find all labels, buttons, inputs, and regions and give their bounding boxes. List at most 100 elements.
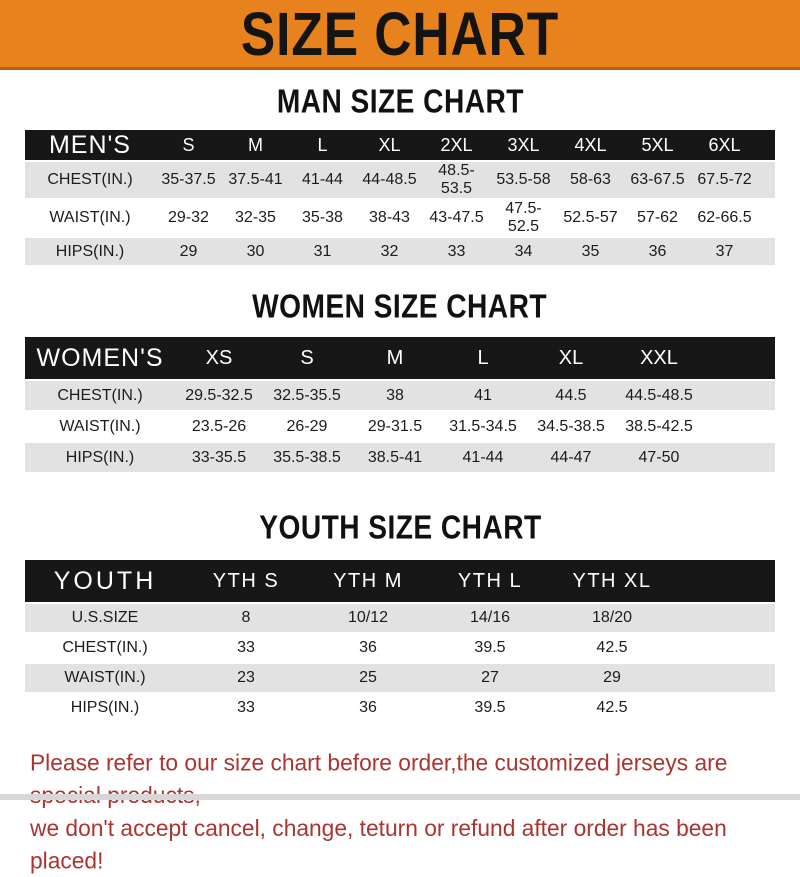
bottom-strip <box>0 794 800 800</box>
row-filler <box>673 694 775 722</box>
row-filler <box>673 604 775 632</box>
size-value-cell: 34.5-38.5 <box>527 412 615 441</box>
row-filler <box>758 200 775 236</box>
youth-size-table: YOUTH YTH S YTH M YTH L YTH XL U.S.SIZE 8 10/12… <box>25 558 775 724</box>
order-note-line1: Please refer to our size chart before or… <box>30 749 728 808</box>
size-value-cell: 62-66.5 <box>691 200 758 236</box>
header-filler <box>673 560 775 602</box>
row-label: U.S.SIZE <box>25 604 185 632</box>
size-column-header: 3XL <box>490 130 557 160</box>
size-value-cell: 44.5-48.5 <box>615 381 703 410</box>
row-filler <box>758 238 775 265</box>
row-label: HIPS(IN.) <box>25 443 175 472</box>
size-value-cell: 29 <box>155 238 222 265</box>
row-label: HIPS(IN.) <box>25 694 185 722</box>
size-value-cell: 23 <box>185 664 307 692</box>
size-column-header: M <box>351 337 439 379</box>
size-value-cell: 31 <box>289 238 356 265</box>
row-label: CHEST(IN.) <box>25 634 185 662</box>
row-label: WAIST(IN.) <box>25 412 175 441</box>
women-size-section: WOMEN SIZE CHART WOMEN'S XS S M L XL XXL CHEST(… <box>0 267 800 474</box>
row-label: HIPS(IN.) <box>25 238 155 265</box>
table-row: HIPS(IN.) 33-35.5 35.5-38.5 38.5-41 41-44 44-… <box>25 443 775 472</box>
table-row: WAIST(IN.) 23 25 27 29 <box>25 664 775 692</box>
row-filler <box>703 443 775 472</box>
size-value-cell: 52.5-57 <box>557 200 624 236</box>
row-label: CHEST(IN.) <box>25 162 155 198</box>
size-column-header: 5XL <box>624 130 691 160</box>
table-corner-label: WOMEN'S <box>25 337 175 379</box>
size-value-cell: 63-67.5 <box>624 162 691 198</box>
size-value-cell: 43-47.5 <box>423 200 490 236</box>
table-corner-label: YOUTH <box>25 560 185 602</box>
table-row: WAIST(IN.) 29-32 32-35 35-38 38-43 43-47.5 47.… <box>25 200 775 236</box>
size-value-cell: 14/16 <box>429 604 551 632</box>
table-header-row: YOUTH YTH S YTH M YTH L YTH XL <box>25 560 775 602</box>
size-value-cell: 33-35.5 <box>175 443 263 472</box>
table-row: WAIST(IN.) 23.5-26 26-29 29-31.5 31.5-34.5 34… <box>25 412 775 441</box>
row-label: WAIST(IN.) <box>25 664 185 692</box>
size-value-cell: 25 <box>307 664 429 692</box>
size-column-header: S <box>263 337 351 379</box>
table-row: CHEST(IN.) 29.5-32.5 32.5-35.5 38 41 44.5 44.5… <box>25 381 775 410</box>
table-row: CHEST(IN.) 35-37.5 37.5-41 41-44 44-48.5 48.5… <box>25 162 775 198</box>
size-value-cell: 44-48.5 <box>356 162 423 198</box>
size-value-cell: 48.5-53.5 <box>423 162 490 198</box>
size-value-cell: 39.5 <box>429 694 551 722</box>
men-section-heading: MAN SIZE CHART <box>0 70 800 128</box>
size-column-header: 2XL <box>423 130 490 160</box>
size-value-cell: 29-31.5 <box>351 412 439 441</box>
men-size-section: MAN SIZE CHART MEN'S S M L XL 2XL 3XL 4XL 5XL 6XL… <box>0 70 800 267</box>
size-value-cell: 32-35 <box>222 200 289 236</box>
size-column-header: 4XL <box>557 130 624 160</box>
size-value-cell: 57-62 <box>624 200 691 236</box>
size-column-header: XL <box>527 337 615 379</box>
size-column-header: XL <box>356 130 423 160</box>
size-value-cell: 30 <box>222 238 289 265</box>
size-value-cell: 35-37.5 <box>155 162 222 198</box>
size-value-cell: 67.5-72 <box>691 162 758 198</box>
size-column-header: S <box>155 130 222 160</box>
size-value-cell: 35 <box>557 238 624 265</box>
table-row: CHEST(IN.) 33 36 39.5 42.5 <box>25 634 775 662</box>
size-value-cell: 38 <box>351 381 439 410</box>
size-value-cell: 47.5-52.5 <box>490 200 557 236</box>
size-value-cell: 29-32 <box>155 200 222 236</box>
size-column-header: XS <box>175 337 263 379</box>
size-value-cell: 44.5 <box>527 381 615 410</box>
table-corner-label: MEN'S <box>25 130 155 160</box>
size-column-header: XXL <box>615 337 703 379</box>
size-value-cell: 29 <box>551 664 673 692</box>
size-value-cell: 32 <box>356 238 423 265</box>
men-size-table: MEN'S S M L XL 2XL 3XL 4XL 5XL 6XL CHEST(IN.) 35-37… <box>25 128 775 267</box>
women-section-heading-text: WOMEN SIZE CHART <box>252 287 548 325</box>
size-value-cell: 38.5-41 <box>351 443 439 472</box>
size-value-cell: 33 <box>423 238 490 265</box>
men-section-heading-text: MAN SIZE CHART <box>276 82 524 120</box>
order-note-line2: we don't accept cancel, change, teturn o… <box>30 814 727 874</box>
size-value-cell: 36 <box>307 694 429 722</box>
size-column-header: YTH M <box>307 560 429 602</box>
youth-size-section: YOUTH SIZE CHART YOUTH YTH S YTH M YTH L YTH… <box>0 474 800 724</box>
size-value-cell: 33 <box>185 634 307 662</box>
size-value-cell: 53.5-58 <box>490 162 557 198</box>
size-value-cell: 37 <box>691 238 758 265</box>
size-value-cell: 42.5 <box>551 694 673 722</box>
header-filler <box>703 337 775 379</box>
size-value-cell: 42.5 <box>551 634 673 662</box>
size-value-cell: 23.5-26 <box>175 412 263 441</box>
table-row: U.S.SIZE 8 10/12 14/16 18/20 <box>25 604 775 632</box>
size-value-cell: 37.5-41 <box>222 162 289 198</box>
size-chart-banner: SIZE CHART <box>0 0 800 70</box>
row-filler <box>703 412 775 441</box>
size-value-cell: 36 <box>624 238 691 265</box>
size-value-cell: 31.5-34.5 <box>439 412 527 441</box>
size-value-cell: 41-44 <box>439 443 527 472</box>
row-label: WAIST(IN.) <box>25 200 155 236</box>
size-column-header: YTH S <box>185 560 307 602</box>
size-value-cell: 35-38 <box>289 200 356 236</box>
size-column-header: 6XL <box>691 130 758 160</box>
size-value-cell: 29.5-32.5 <box>175 381 263 410</box>
size-value-cell: 41-44 <box>289 162 356 198</box>
size-value-cell: 33 <box>185 694 307 722</box>
